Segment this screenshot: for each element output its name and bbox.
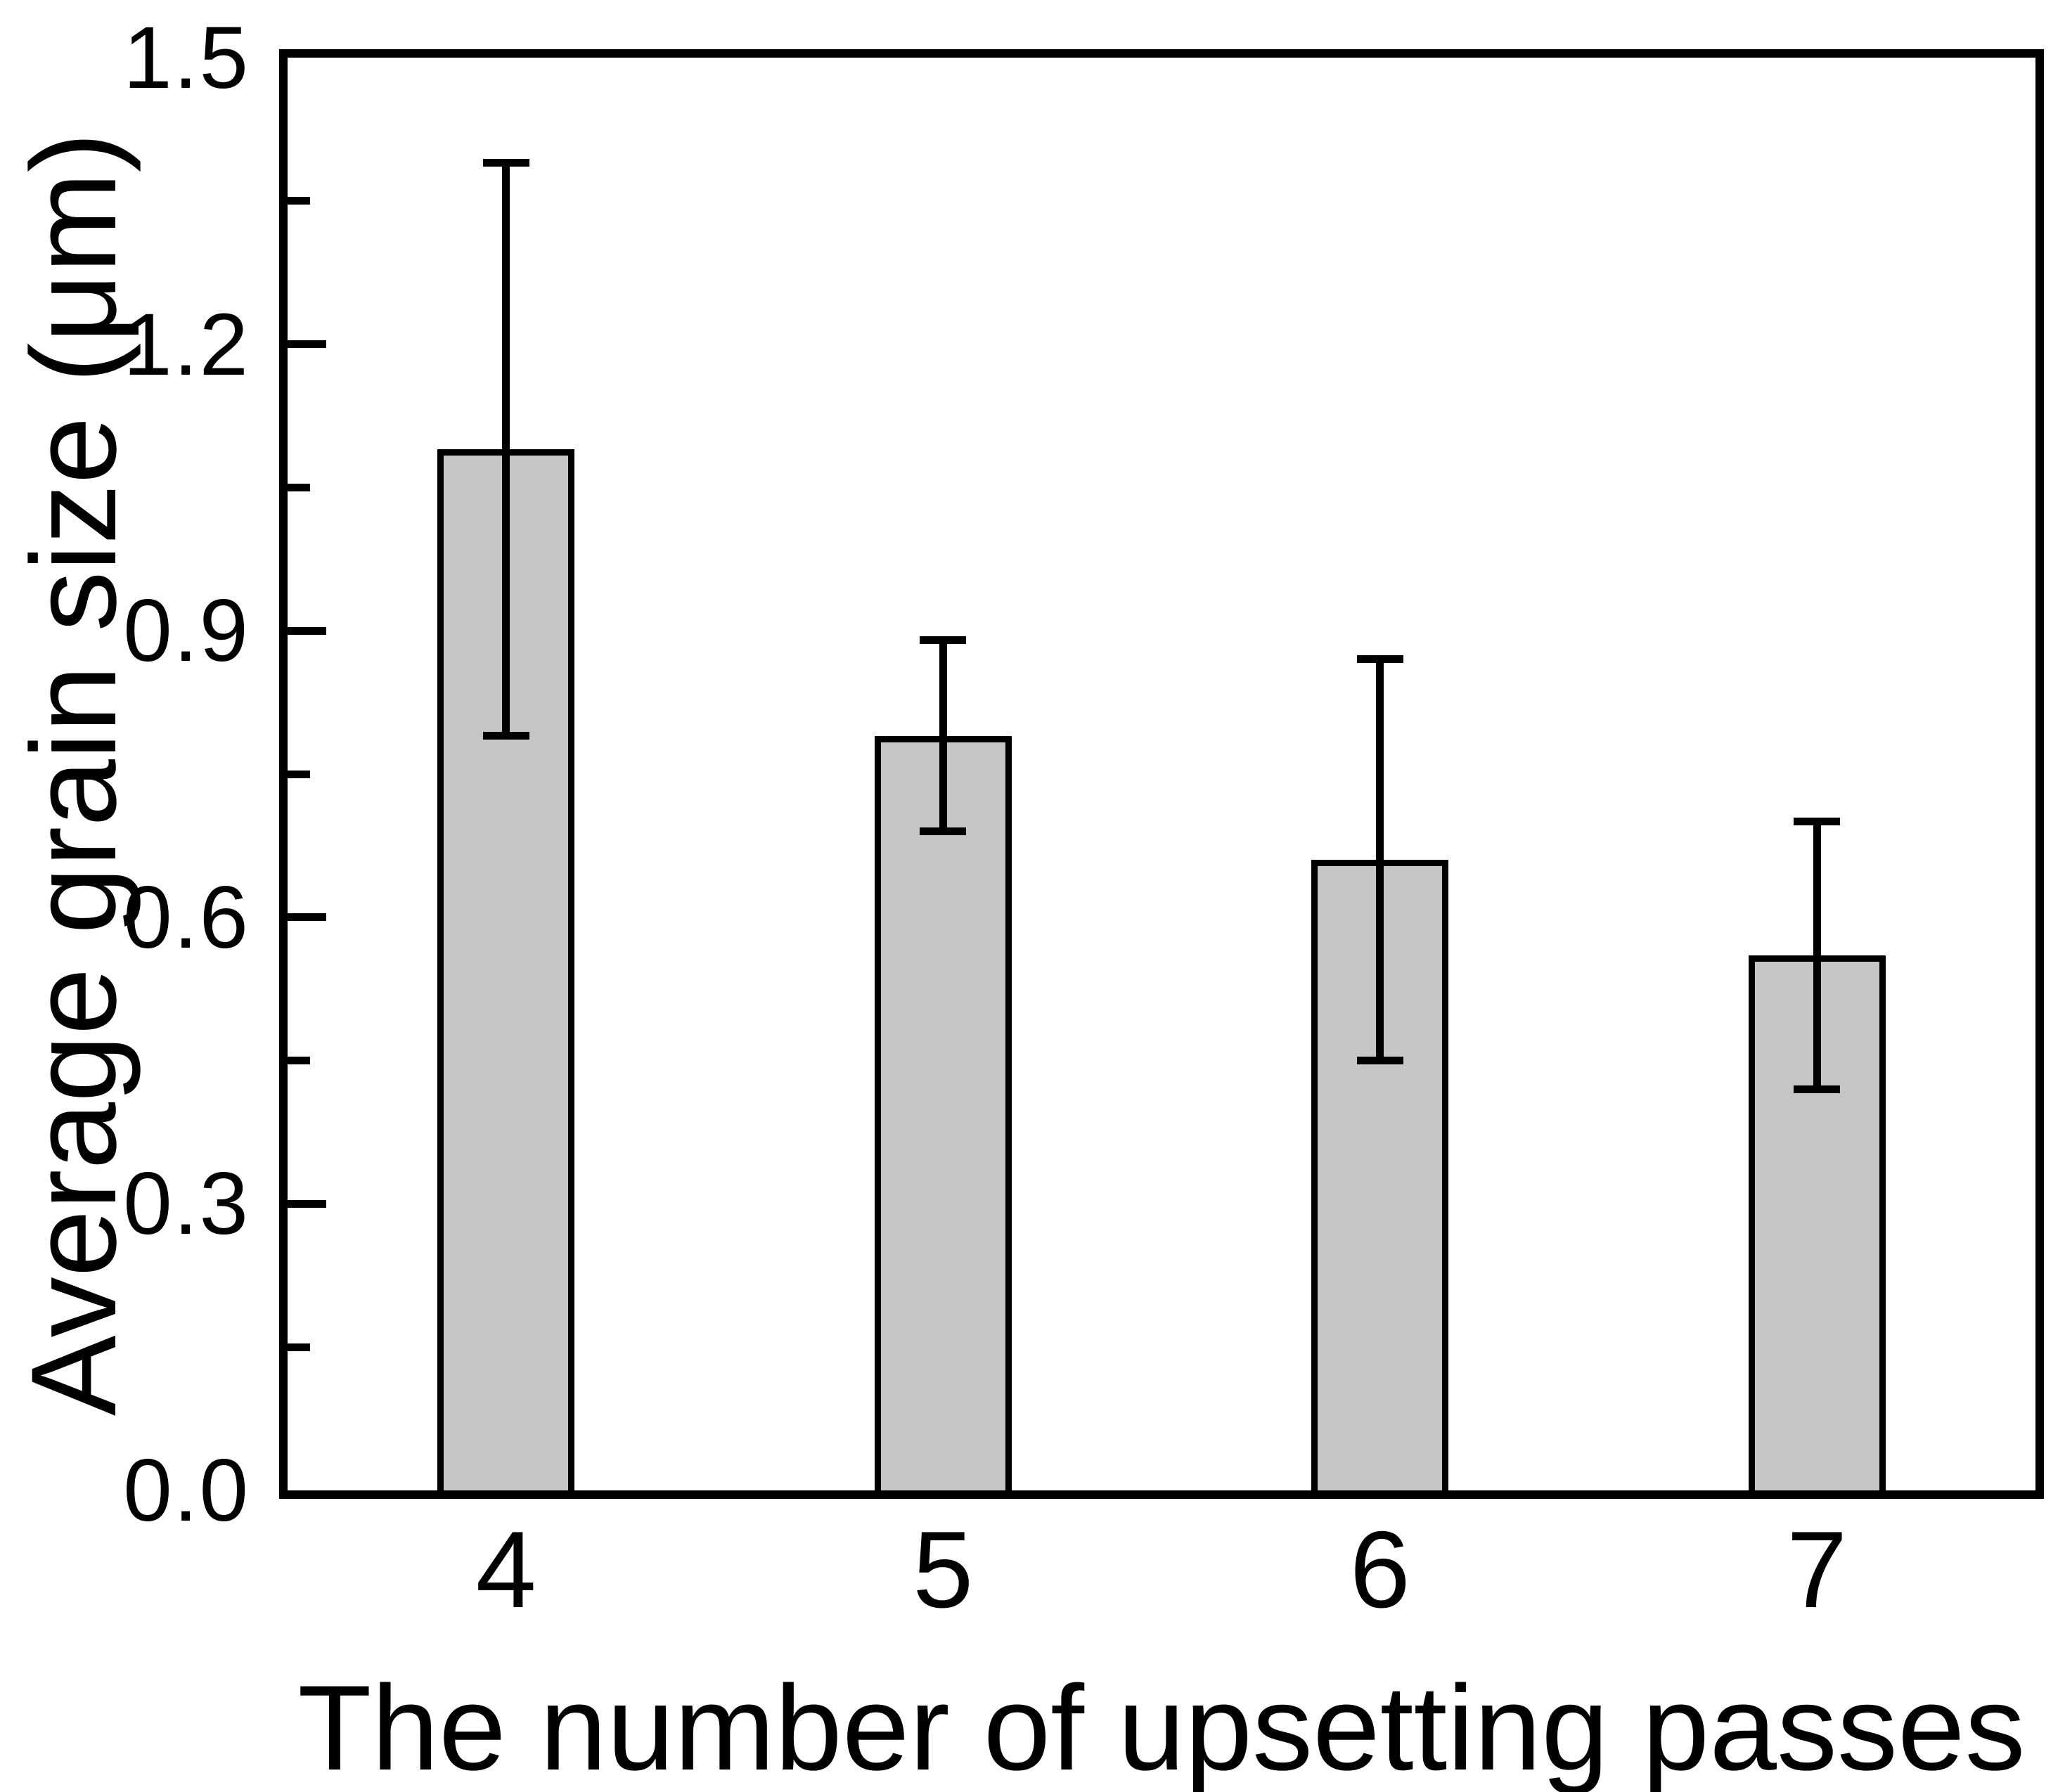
error-bar-cap-top	[1356, 655, 1403, 664]
error-bar-cap-bottom	[1356, 1057, 1403, 1065]
error-bar-cap-bottom	[1794, 1085, 1841, 1093]
y-minor-tick	[288, 1343, 310, 1351]
error-bar-cap-bottom	[920, 827, 967, 836]
plot-inner	[288, 58, 2035, 1490]
error-bar-line	[939, 640, 947, 832]
x-axis-title: The number of upsetting passes	[297, 1661, 2026, 1792]
y-tick-label: 0.6	[123, 868, 250, 967]
y-axis-title: Average grain size (μm)	[6, 131, 141, 1417]
error-bar-cap-top	[920, 636, 967, 645]
plot-box	[279, 49, 2044, 1499]
error-bar-line	[502, 162, 510, 736]
y-major-tick	[288, 1199, 326, 1208]
x-tick-label: 5	[913, 1509, 974, 1630]
x-tick-label: 6	[1349, 1509, 1410, 1630]
y-tick-label: 1.5	[123, 9, 250, 107]
y-major-tick	[288, 626, 326, 635]
x-tick-label: 7	[1787, 1509, 1848, 1630]
error-bar-line	[1813, 821, 1821, 1090]
bar	[874, 735, 1012, 1490]
y-major-tick	[288, 913, 326, 922]
y-tick-label: 0.0	[123, 1442, 250, 1540]
y-minor-tick	[288, 1057, 310, 1065]
y-minor-tick	[288, 770, 310, 778]
error-bar-cap-bottom	[482, 732, 529, 740]
y-tick-label: 1.2	[123, 295, 250, 394]
error-bar-line	[1376, 659, 1384, 1061]
y-tick-label: 0.9	[123, 582, 250, 681]
y-major-tick	[288, 340, 326, 349]
error-bar-cap-top	[482, 158, 529, 167]
x-tick-label: 4	[475, 1509, 536, 1630]
y-tick-label: 0.3	[123, 1155, 250, 1253]
y-minor-tick	[288, 483, 310, 491]
y-minor-tick	[288, 197, 310, 205]
error-bar-cap-top	[1794, 818, 1841, 826]
